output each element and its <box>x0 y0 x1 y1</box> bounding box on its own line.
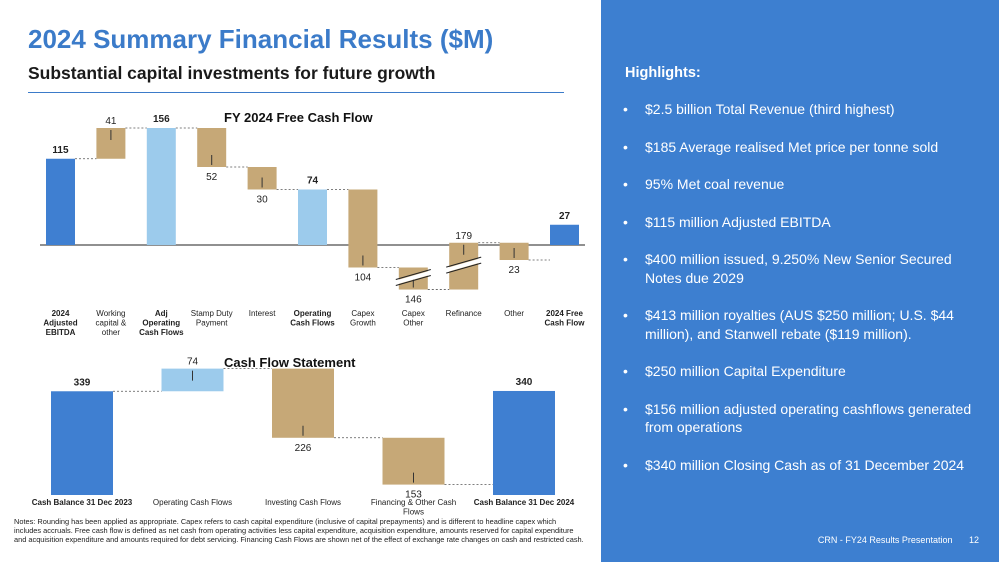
axis-break-line <box>446 256 482 268</box>
waterfall-charts: FY 2024 Free Cash Flow 115 2024AdjustedEBI… <box>32 110 586 516</box>
title-divider <box>28 92 564 93</box>
axis-break-line <box>395 269 431 281</box>
data-label: 74 <box>307 176 319 187</box>
data-label: 27 <box>559 211 571 222</box>
category-label: 2024 <box>52 309 70 318</box>
footer-text: CRN - FY24 Results Presentation <box>817 535 953 545</box>
highlight-item: • $400 million issued, 9.250% New Senior … <box>623 251 952 286</box>
category-label: Payment <box>196 319 228 328</box>
category-label: Cash Flows <box>290 319 335 328</box>
axis-break-gap <box>395 270 432 285</box>
waterfall-bar <box>298 189 327 245</box>
category-label: Capex <box>402 309 425 318</box>
page-title: 2024 Summary Financial Results ($M) <box>28 24 494 54</box>
data-label: 52 <box>206 172 218 183</box>
chart-title: Cash Flow Statement <box>224 355 356 370</box>
data-label: 156 <box>153 114 170 125</box>
highlight-item: • $115 million Adjusted EBITDA <box>623 213 831 230</box>
page-number: 12 <box>968 535 979 545</box>
data-label: 226 <box>295 443 312 454</box>
category-label: Financing & Other Cash <box>371 498 456 507</box>
highlight-item: • $413 million royalties (AUS $250 millio… <box>623 307 954 342</box>
category-label: Stamp Duty <box>191 309 233 318</box>
highlight-item: • $156 million adjusted operating cashflo… <box>623 400 972 436</box>
category-label: Adjusted <box>43 319 77 328</box>
data-label: 153 <box>405 490 422 501</box>
data-label: 179 <box>455 231 472 242</box>
footnotes: Notes: Rounding has been applied as appr… <box>14 517 584 545</box>
category-label: Refinance <box>446 309 483 318</box>
axis-break-line <box>395 275 431 287</box>
bullet-icon: • <box>623 138 628 155</box>
category-label: Other <box>504 309 524 318</box>
waterfall-bar <box>46 158 75 245</box>
data-label: 115 <box>52 145 69 156</box>
category-label: capital & <box>96 319 127 328</box>
highlights-title: Highlights: <box>625 65 701 81</box>
data-label: 104 <box>355 273 372 284</box>
bullet-icon: • <box>623 456 628 473</box>
category-label: EBITDA <box>46 328 76 337</box>
category-label: Operating Cash Flows <box>153 498 232 507</box>
highlight-item: • $185 Average realised Met price per ton… <box>623 138 939 155</box>
highlight-item: • $250 million Capital Expenditure <box>623 363 846 379</box>
data-label: 41 <box>105 116 117 127</box>
highlights-list: • $2.5 billion Total Revenue (third highe… <box>619 100 991 493</box>
category-label: Cash Balance 31 Dec 2024 <box>474 498 575 507</box>
category-label: 2024 Free <box>546 309 583 318</box>
data-label: 339 <box>74 377 91 388</box>
axis-break-gap <box>445 258 482 273</box>
data-label: 74 <box>187 357 199 368</box>
category-label: Interest <box>249 309 276 318</box>
data-label: 340 <box>516 377 533 388</box>
bullet-icon: • <box>623 307 628 323</box>
bullet-icon: • <box>623 400 628 417</box>
data-label: 23 <box>509 265 521 276</box>
axis-break-line <box>446 262 482 274</box>
category-label: Operating <box>294 309 332 318</box>
data-label: 30 <box>257 195 269 206</box>
highlight-item: • $340 million Closing Cash as of 31 Dece… <box>623 456 965 473</box>
category-label: other <box>102 328 121 337</box>
slide-footer: CRN - FY24 Results Presentation 12 <box>818 535 979 545</box>
category-label: Operating <box>142 319 180 328</box>
category-label: Cash Flow <box>544 319 585 328</box>
category-label: Cash Flows <box>139 328 184 337</box>
waterfall-bar <box>348 189 378 268</box>
category-label: Other <box>403 319 423 328</box>
data-label: 146 <box>405 295 422 306</box>
highlights-panel: Highlights: • $2.5 billion Total Revenue … <box>601 0 999 562</box>
highlight-item: • 95% Met coal revenue <box>623 176 785 192</box>
bullet-icon: • <box>623 363 628 379</box>
bullet-icon: • <box>623 176 628 192</box>
category-label: Cash Balance 31 Dec 2023 <box>32 498 133 507</box>
category-label: Adj <box>155 309 168 318</box>
category-label: Capex <box>351 309 374 318</box>
category-label: Investing Cash Flows <box>265 498 341 507</box>
bullet-icon: • <box>623 101 628 117</box>
category-label: Flows <box>403 508 424 516</box>
bullet-icon: • <box>623 213 628 230</box>
waterfall-bar <box>146 128 176 245</box>
waterfall-bar <box>493 390 555 495</box>
waterfall-bar <box>51 391 113 495</box>
chart-title: FY 2024 Free Cash Flow <box>224 110 373 125</box>
bullet-icon: • <box>623 251 628 267</box>
category-label: Working <box>96 309 125 318</box>
waterfall-bar <box>550 224 579 245</box>
page-subtitle: Substantial capital investments for futu… <box>28 63 436 83</box>
highlight-item: • $2.5 billion Total Revenue (third highe… <box>623 101 895 117</box>
category-label: Growth <box>350 319 376 328</box>
